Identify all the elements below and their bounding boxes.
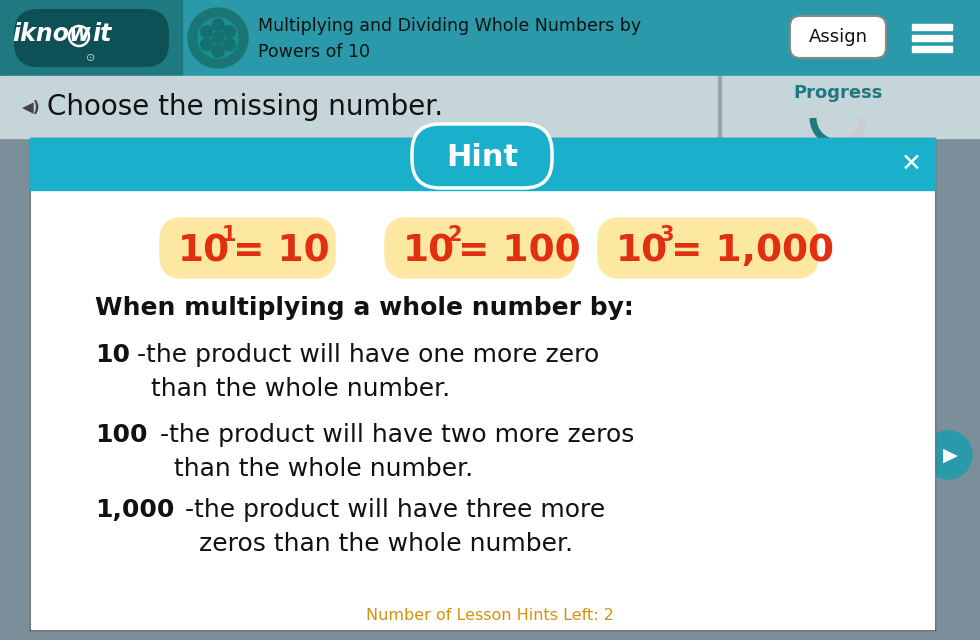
- Bar: [718, 76, 721, 138]
- Text: 10: 10: [616, 233, 668, 269]
- Text: than the whole number.: than the whole number.: [174, 457, 473, 481]
- Text: 3: 3: [660, 225, 674, 245]
- FancyBboxPatch shape: [160, 218, 335, 278]
- Text: Assign: Assign: [808, 28, 867, 46]
- Bar: [30, 138, 935, 190]
- Circle shape: [201, 26, 213, 38]
- FancyBboxPatch shape: [14, 9, 169, 67]
- Text: -the product will have two more zeros: -the product will have two more zeros: [160, 423, 634, 447]
- Bar: [0, 0, 182, 76]
- Text: Number of Lesson Hints Left: 2: Number of Lesson Hints Left: 2: [367, 607, 613, 623]
- Circle shape: [188, 8, 248, 68]
- Text: Multiplying and Dividing Whole Numbers by: Multiplying and Dividing Whole Numbers b…: [258, 17, 641, 35]
- Circle shape: [212, 45, 224, 57]
- Text: 2: 2: [447, 225, 462, 245]
- Text: -the product will have three more: -the product will have three more: [185, 498, 606, 522]
- Text: ⊙: ⊙: [86, 53, 96, 63]
- Text: 10: 10: [178, 233, 230, 269]
- Circle shape: [201, 38, 213, 51]
- Text: 10: 10: [403, 233, 455, 269]
- Bar: [912, 24, 952, 30]
- Circle shape: [223, 38, 235, 51]
- Text: = 100: = 100: [458, 233, 580, 269]
- Circle shape: [212, 32, 224, 44]
- Text: it: it: [92, 22, 112, 46]
- Bar: [912, 46, 952, 52]
- Bar: [0, 76, 980, 138]
- Bar: [30, 138, 935, 630]
- FancyBboxPatch shape: [412, 124, 552, 188]
- Text: ◀): ◀): [22, 99, 40, 115]
- Circle shape: [223, 26, 235, 38]
- Text: 10: 10: [95, 343, 130, 367]
- Circle shape: [924, 431, 972, 479]
- Text: Hint: Hint: [446, 143, 518, 173]
- Text: Powers of 10: Powers of 10: [258, 43, 370, 61]
- Text: 100: 100: [95, 423, 148, 447]
- FancyBboxPatch shape: [598, 218, 818, 278]
- Text: iknow: iknow: [12, 22, 91, 46]
- Text: 1: 1: [222, 225, 236, 245]
- Text: zeros than the whole number.: zeros than the whole number.: [199, 532, 573, 556]
- Text: -the product will have one more zero: -the product will have one more zero: [137, 343, 599, 367]
- Text: ▶: ▶: [943, 445, 957, 465]
- FancyBboxPatch shape: [385, 218, 575, 278]
- Text: When multiplying a whole number by:: When multiplying a whole number by:: [95, 296, 634, 320]
- Bar: [912, 35, 952, 41]
- Bar: [31, 188, 934, 629]
- Text: Progress: Progress: [794, 84, 883, 102]
- Text: ✕: ✕: [901, 152, 921, 176]
- Text: than the whole number.: than the whole number.: [151, 377, 450, 401]
- Circle shape: [198, 18, 238, 58]
- Text: Choose the missing number.: Choose the missing number.: [47, 93, 443, 121]
- Text: = 10: = 10: [233, 233, 329, 269]
- Text: 1,000: 1,000: [95, 498, 174, 522]
- Circle shape: [212, 19, 224, 31]
- FancyBboxPatch shape: [790, 16, 886, 58]
- Bar: [0, 0, 980, 76]
- Text: = 1,000: = 1,000: [671, 233, 834, 269]
